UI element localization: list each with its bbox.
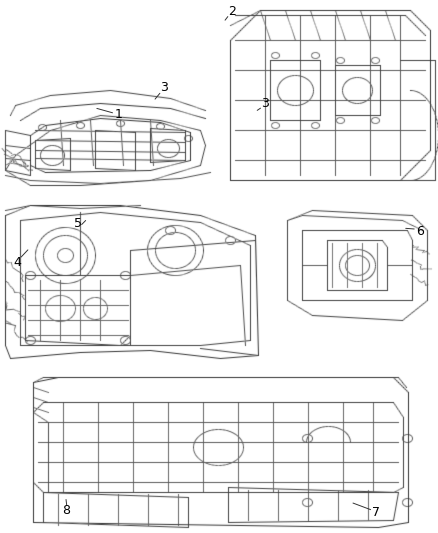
Text: 3: 3 bbox=[261, 97, 269, 110]
Text: 2: 2 bbox=[228, 5, 236, 18]
Text: 1: 1 bbox=[114, 108, 122, 121]
Text: 6: 6 bbox=[416, 225, 424, 238]
Text: 8: 8 bbox=[62, 504, 70, 517]
Text: 4: 4 bbox=[14, 256, 21, 269]
Text: 3: 3 bbox=[160, 82, 168, 94]
Text: 5: 5 bbox=[74, 217, 82, 230]
Text: 7: 7 bbox=[372, 506, 380, 519]
